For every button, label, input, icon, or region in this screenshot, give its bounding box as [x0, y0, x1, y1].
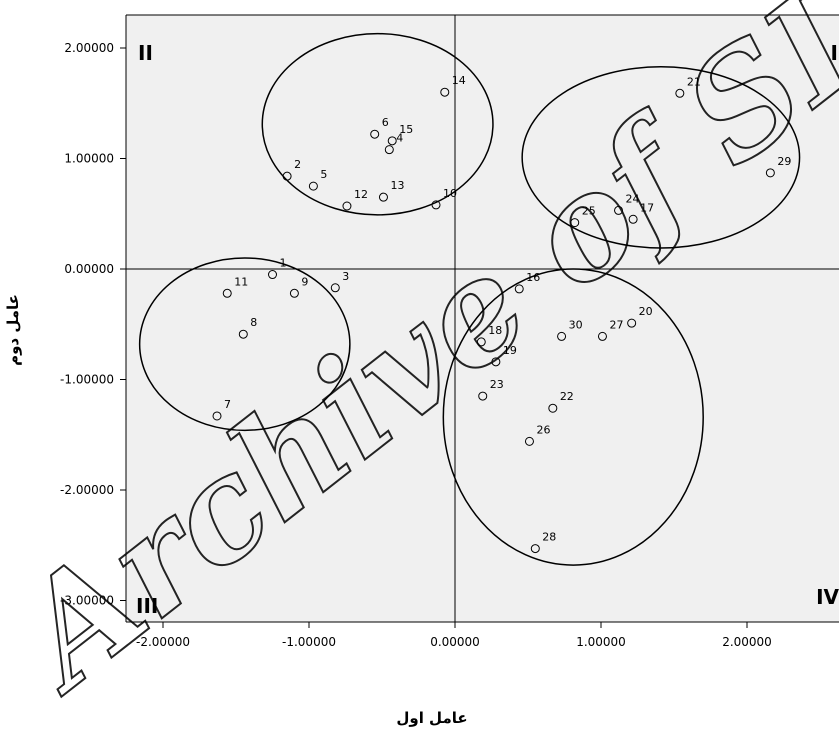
data-point-27 — [597, 331, 607, 341]
reference-lines — [126, 15, 839, 622]
point-label-2: 2 — [294, 158, 301, 171]
data-point-18 — [476, 337, 486, 347]
data-point-6 — [370, 129, 380, 139]
data-point-24 — [614, 205, 624, 215]
data-point-10 — [431, 200, 441, 210]
point-label-21: 21 — [687, 75, 701, 88]
data-point-14 — [440, 87, 450, 97]
cluster-ellipse-I — [521, 66, 801, 249]
point-label-9: 9 — [301, 275, 308, 288]
data-point-20 — [627, 318, 637, 328]
data-point-1 — [268, 270, 277, 280]
y-tick-label: 0.00000 — [64, 262, 114, 276]
point-label-30: 30 — [569, 318, 583, 331]
data-point-9 — [289, 288, 299, 298]
x-axis-ticks: -2.00000 -1.00000 0.00000 1.00000 2.00000 — [136, 622, 772, 649]
data-point-8 — [238, 329, 248, 339]
quadrant-label-IV: IV — [816, 585, 839, 609]
data-points: 1234567891011121314151617181920212223242… — [212, 74, 791, 554]
data-point-28 — [530, 544, 540, 554]
point-label-8: 8 — [250, 316, 257, 329]
quadrant-label-III: III — [136, 594, 158, 618]
point-label-18: 18 — [488, 324, 502, 337]
quadrant-label-I: I — [831, 41, 838, 65]
point-label-12: 12 — [354, 188, 368, 201]
point-label-19: 19 — [503, 344, 517, 357]
y-tick-label: -2.00000 — [60, 483, 114, 497]
x-tick-label: -2.00000 — [136, 635, 190, 649]
y-tick-label: -3.00000 — [60, 594, 114, 608]
data-point-19 — [491, 357, 501, 367]
y-tick-label: 1.00000 — [64, 152, 114, 166]
x-tick-label: 1.00000 — [576, 635, 626, 649]
data-point-7 — [212, 411, 222, 421]
cluster-ellipse-III — [138, 257, 351, 432]
point-label-17: 17 — [640, 201, 654, 214]
data-point-29 — [765, 168, 775, 178]
data-point-22 — [548, 403, 558, 413]
point-label-7: 7 — [224, 398, 231, 411]
point-label-16: 16 — [526, 271, 540, 284]
data-point-23 — [478, 391, 488, 401]
data-point-4 — [384, 145, 394, 155]
point-label-10: 10 — [443, 187, 457, 200]
point-label-14: 14 — [452, 74, 466, 87]
data-point-15 — [387, 136, 397, 146]
point-label-25: 25 — [582, 205, 596, 218]
point-label-26: 26 — [536, 423, 550, 436]
point-label-29: 29 — [777, 155, 791, 168]
y-axis-ticks: 2.00000 1.00000 0.00000 -1.00000 -2.00000 -3.… — [60, 41, 126, 608]
point-label-27: 27 — [609, 318, 623, 331]
point-label-13: 13 — [390, 179, 404, 192]
point-label-5: 5 — [320, 168, 327, 181]
x-tick-label: 0.00000 — [430, 635, 480, 649]
point-label-6: 6 — [382, 116, 389, 129]
x-axis-title: عامل اول — [396, 709, 467, 727]
data-point-3 — [330, 283, 340, 293]
data-point-16 — [514, 284, 524, 294]
x-tick-label: -1.00000 — [282, 635, 336, 649]
axes — [125, 14, 839, 623]
data-point-11 — [222, 288, 232, 298]
y-axis-title: عامل دوم — [4, 294, 22, 366]
quadrant-label-II: II — [138, 41, 153, 65]
x-tick-label: 2.00000 — [722, 635, 772, 649]
point-label-28: 28 — [542, 531, 556, 544]
point-label-20: 20 — [639, 305, 653, 318]
point-label-11: 11 — [234, 275, 248, 288]
point-label-15: 15 — [399, 123, 413, 136]
cluster-ellipse-II — [261, 32, 494, 216]
y-tick-label: -1.00000 — [60, 373, 114, 387]
data-point-17 — [628, 214, 638, 224]
y-tick-label: 2.00000 — [64, 41, 114, 55]
point-label-22: 22 — [560, 390, 574, 403]
data-point-26 — [524, 436, 534, 446]
point-label-24: 24 — [626, 192, 640, 205]
point-label-3: 3 — [342, 270, 349, 283]
data-point-13 — [378, 192, 388, 202]
data-point-2 — [282, 171, 292, 181]
point-label-4: 4 — [396, 132, 403, 145]
plot-background — [126, 15, 839, 622]
data-point-21 — [675, 88, 685, 98]
data-point-5 — [308, 181, 318, 191]
data-point-30 — [557, 331, 567, 341]
point-label-1: 1 — [280, 257, 287, 270]
point-label-23: 23 — [490, 378, 504, 391]
data-point-12 — [342, 201, 352, 211]
data-point-25 — [570, 218, 580, 228]
